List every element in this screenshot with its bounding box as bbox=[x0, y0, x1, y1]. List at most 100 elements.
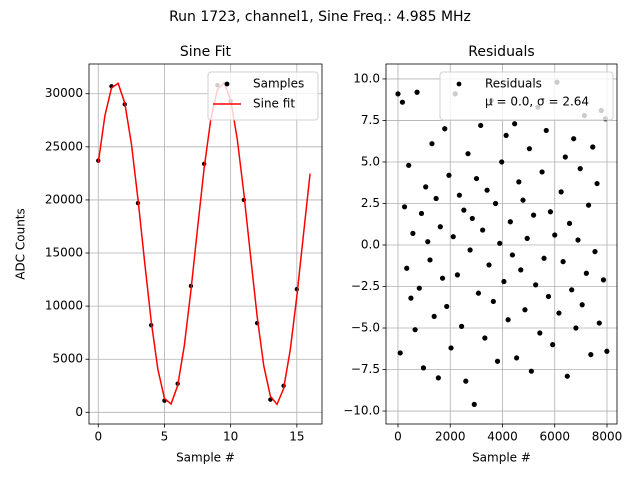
legend-marker bbox=[456, 81, 462, 87]
marker bbox=[442, 126, 448, 132]
marker bbox=[429, 141, 435, 147]
marker bbox=[530, 212, 537, 218]
legend-box bbox=[207, 71, 319, 121]
marker bbox=[533, 282, 539, 288]
x-tick-label: 4000 bbox=[487, 430, 518, 444]
marker bbox=[596, 320, 602, 326]
y-tick-label: 2.5 bbox=[361, 196, 380, 210]
y-tick-label: −2.5 bbox=[351, 279, 380, 293]
marker bbox=[490, 298, 496, 305]
marker bbox=[410, 230, 416, 236]
x-tick-label: 8000 bbox=[592, 430, 623, 444]
marker bbox=[577, 166, 583, 172]
marker bbox=[395, 91, 401, 97]
marker bbox=[414, 89, 420, 95]
legend-marker bbox=[224, 81, 230, 87]
marker bbox=[439, 275, 446, 281]
y-tick-label: −5.0 bbox=[351, 321, 380, 335]
y-tick-label: 20000 bbox=[45, 192, 83, 206]
y-axis-label: ADC Counts bbox=[14, 208, 28, 280]
x-axis-label: Sample # bbox=[472, 451, 531, 465]
marker bbox=[412, 327, 418, 333]
marker bbox=[461, 207, 467, 213]
marker bbox=[604, 348, 610, 354]
marker bbox=[505, 317, 511, 323]
marker bbox=[571, 136, 577, 142]
legend-label: Sine fit bbox=[253, 97, 295, 111]
x-tick-label: 5 bbox=[161, 430, 169, 444]
axes-title: Sine Fit bbox=[180, 44, 232, 60]
marker bbox=[450, 234, 456, 240]
marker bbox=[467, 247, 473, 253]
marker bbox=[526, 146, 533, 152]
y-tick-label: 0.0 bbox=[361, 237, 380, 251]
marker bbox=[600, 277, 607, 283]
marker bbox=[465, 151, 471, 157]
marker bbox=[431, 313, 437, 319]
marker bbox=[444, 303, 450, 310]
marker bbox=[494, 358, 501, 364]
marker bbox=[480, 227, 486, 233]
marker bbox=[522, 307, 528, 313]
marker bbox=[520, 197, 526, 203]
marker bbox=[552, 232, 558, 238]
marker bbox=[454, 272, 461, 278]
marker bbox=[518, 267, 524, 273]
figure-title: Run 1723, channel1, Sine Freq.: 4.985 MH… bbox=[169, 9, 471, 25]
marker bbox=[590, 144, 596, 150]
y-tick-label: 15000 bbox=[45, 246, 83, 260]
marker bbox=[484, 187, 490, 193]
marker bbox=[418, 210, 425, 217]
marker bbox=[545, 293, 552, 300]
legend-label: Samples bbox=[253, 77, 304, 91]
marker bbox=[404, 265, 410, 271]
marker bbox=[560, 259, 566, 265]
x-tick-label: 0 bbox=[394, 430, 402, 444]
marker bbox=[588, 351, 594, 358]
marker bbox=[408, 295, 414, 301]
axes-frame bbox=[88, 63, 323, 425]
y-tick-label: 10000 bbox=[45, 299, 83, 313]
legend-label: Residuals bbox=[485, 77, 542, 91]
marker bbox=[471, 401, 477, 408]
y-tick-label: 7.5 bbox=[361, 113, 380, 127]
marker bbox=[579, 302, 585, 308]
x-tick-label: 2000 bbox=[435, 430, 466, 444]
marker bbox=[556, 310, 562, 316]
marker bbox=[482, 335, 488, 341]
marker bbox=[537, 330, 543, 336]
marker bbox=[594, 180, 600, 187]
marker bbox=[541, 255, 547, 261]
marker bbox=[475, 290, 482, 296]
marker bbox=[583, 270, 589, 276]
legend-box bbox=[439, 71, 614, 121]
marker bbox=[399, 99, 406, 105]
fit-line bbox=[97, 81, 311, 406]
x-tick-label: 6000 bbox=[539, 430, 570, 444]
marker bbox=[423, 184, 429, 190]
marker bbox=[558, 189, 564, 195]
x-tick-label: 15 bbox=[289, 430, 304, 444]
marker bbox=[516, 179, 522, 185]
marker bbox=[562, 154, 568, 160]
marker bbox=[550, 342, 556, 348]
marker bbox=[437, 224, 443, 230]
marker bbox=[435, 375, 441, 381]
marker bbox=[507, 219, 513, 225]
y-tick-label: 0 bbox=[75, 405, 83, 419]
marker bbox=[448, 345, 454, 351]
y-tick-label: 25000 bbox=[45, 139, 83, 153]
y-tick-label: −10.0 bbox=[343, 404, 380, 418]
marker bbox=[456, 192, 462, 198]
marker bbox=[543, 127, 549, 134]
marker bbox=[503, 132, 509, 139]
y-tick-label: −7.5 bbox=[351, 362, 380, 376]
marker bbox=[463, 378, 469, 384]
marker bbox=[469, 215, 475, 222]
marker bbox=[497, 240, 503, 246]
marker bbox=[499, 159, 505, 165]
y-tick-label: 30000 bbox=[45, 86, 83, 100]
marker bbox=[573, 325, 579, 331]
